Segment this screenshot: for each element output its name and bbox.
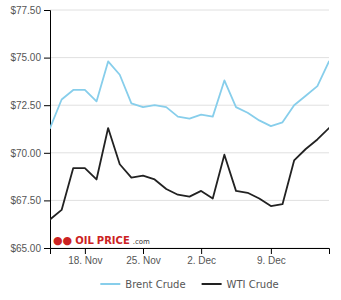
- annotation: ●●: [53, 234, 72, 247]
- legend-item: Brent Crude: [100, 279, 185, 290]
- chart: $65.00 $67.50 $70.00 $72.50 $75.00 $77.50 18. …: [0, 0, 341, 300]
- legend-label: WTI Crude: [227, 279, 279, 290]
- grid: [50, 10, 329, 248]
- y-tick: $67.50: [10, 195, 50, 206]
- grid-line: [50, 105, 329, 106]
- x-tick-mark: [201, 248, 202, 254]
- watermark: ●●OILPRICE.com: [53, 234, 150, 247]
- y-tick-label: $72.50: [10, 100, 41, 111]
- grid-line: [50, 200, 329, 201]
- grid-line: [50, 152, 329, 153]
- y-tick-mark: [44, 153, 50, 154]
- x-tick-label: 18. Nov: [68, 255, 102, 266]
- annotation: OIL: [75, 235, 94, 246]
- y-tick: $72.50: [10, 100, 50, 111]
- y-axis-line: [44, 11, 51, 249]
- y-tick-label: $77.50: [10, 5, 41, 16]
- x-tick-mark: [143, 248, 144, 254]
- x-axis-line: [51, 249, 330, 255]
- x-axis: 18. Nov 25. Nov 2. Dec 9. Dec: [51, 248, 330, 266]
- legend: Brent Crude WTI Crude: [100, 279, 278, 290]
- y-tick: $70.00: [10, 148, 50, 159]
- plot: $65.00 $67.50 $70.00 $72.50 $75.00 $77.50 18. …: [10, 5, 329, 266]
- y-tick: $75.00: [10, 52, 50, 63]
- y-tick-label: $67.50: [10, 195, 41, 206]
- annotation: PRICE: [97, 235, 130, 246]
- legend-item: WTI Crude: [202, 279, 279, 290]
- legend-swatch: [100, 283, 120, 285]
- x-tick: 25. Nov: [126, 248, 160, 266]
- y-tick-label: $75.00: [10, 52, 41, 63]
- x-tick: 9. Dec: [257, 248, 286, 266]
- grid-line: [50, 10, 329, 11]
- series-line: [50, 61, 329, 128]
- legend-swatch: [202, 283, 222, 285]
- x-tick-label: 25. Nov: [126, 255, 160, 266]
- x-tick-label: 9. Dec: [257, 255, 286, 266]
- y-axis: $65.00 $67.50 $70.00 $72.50 $75.00 $77.50: [10, 5, 50, 254]
- x-tick: 18. Nov: [68, 248, 102, 266]
- y-tick-mark: [44, 10, 50, 11]
- y-tick-label: $65.00: [10, 243, 41, 254]
- x-tick-label: 2. Dec: [187, 255, 216, 266]
- y-tick-label: $70.00: [10, 148, 41, 159]
- x-tick-mark: [85, 248, 86, 254]
- y-tick-mark: [44, 248, 50, 249]
- lines: [50, 61, 329, 219]
- y-tick-mark: [44, 58, 50, 59]
- y-tick: $65.00: [10, 243, 50, 254]
- y-tick-mark: [44, 105, 50, 106]
- legend-label: Brent Crude: [125, 279, 185, 290]
- series-line: [50, 128, 329, 219]
- x-tick: 2. Dec: [187, 248, 216, 266]
- y-tick: $77.50: [10, 5, 50, 16]
- annotation: .com: [133, 238, 150, 246]
- grid-line: [50, 57, 329, 58]
- y-tick-mark: [44, 200, 50, 201]
- x-tick-mark: [271, 248, 272, 254]
